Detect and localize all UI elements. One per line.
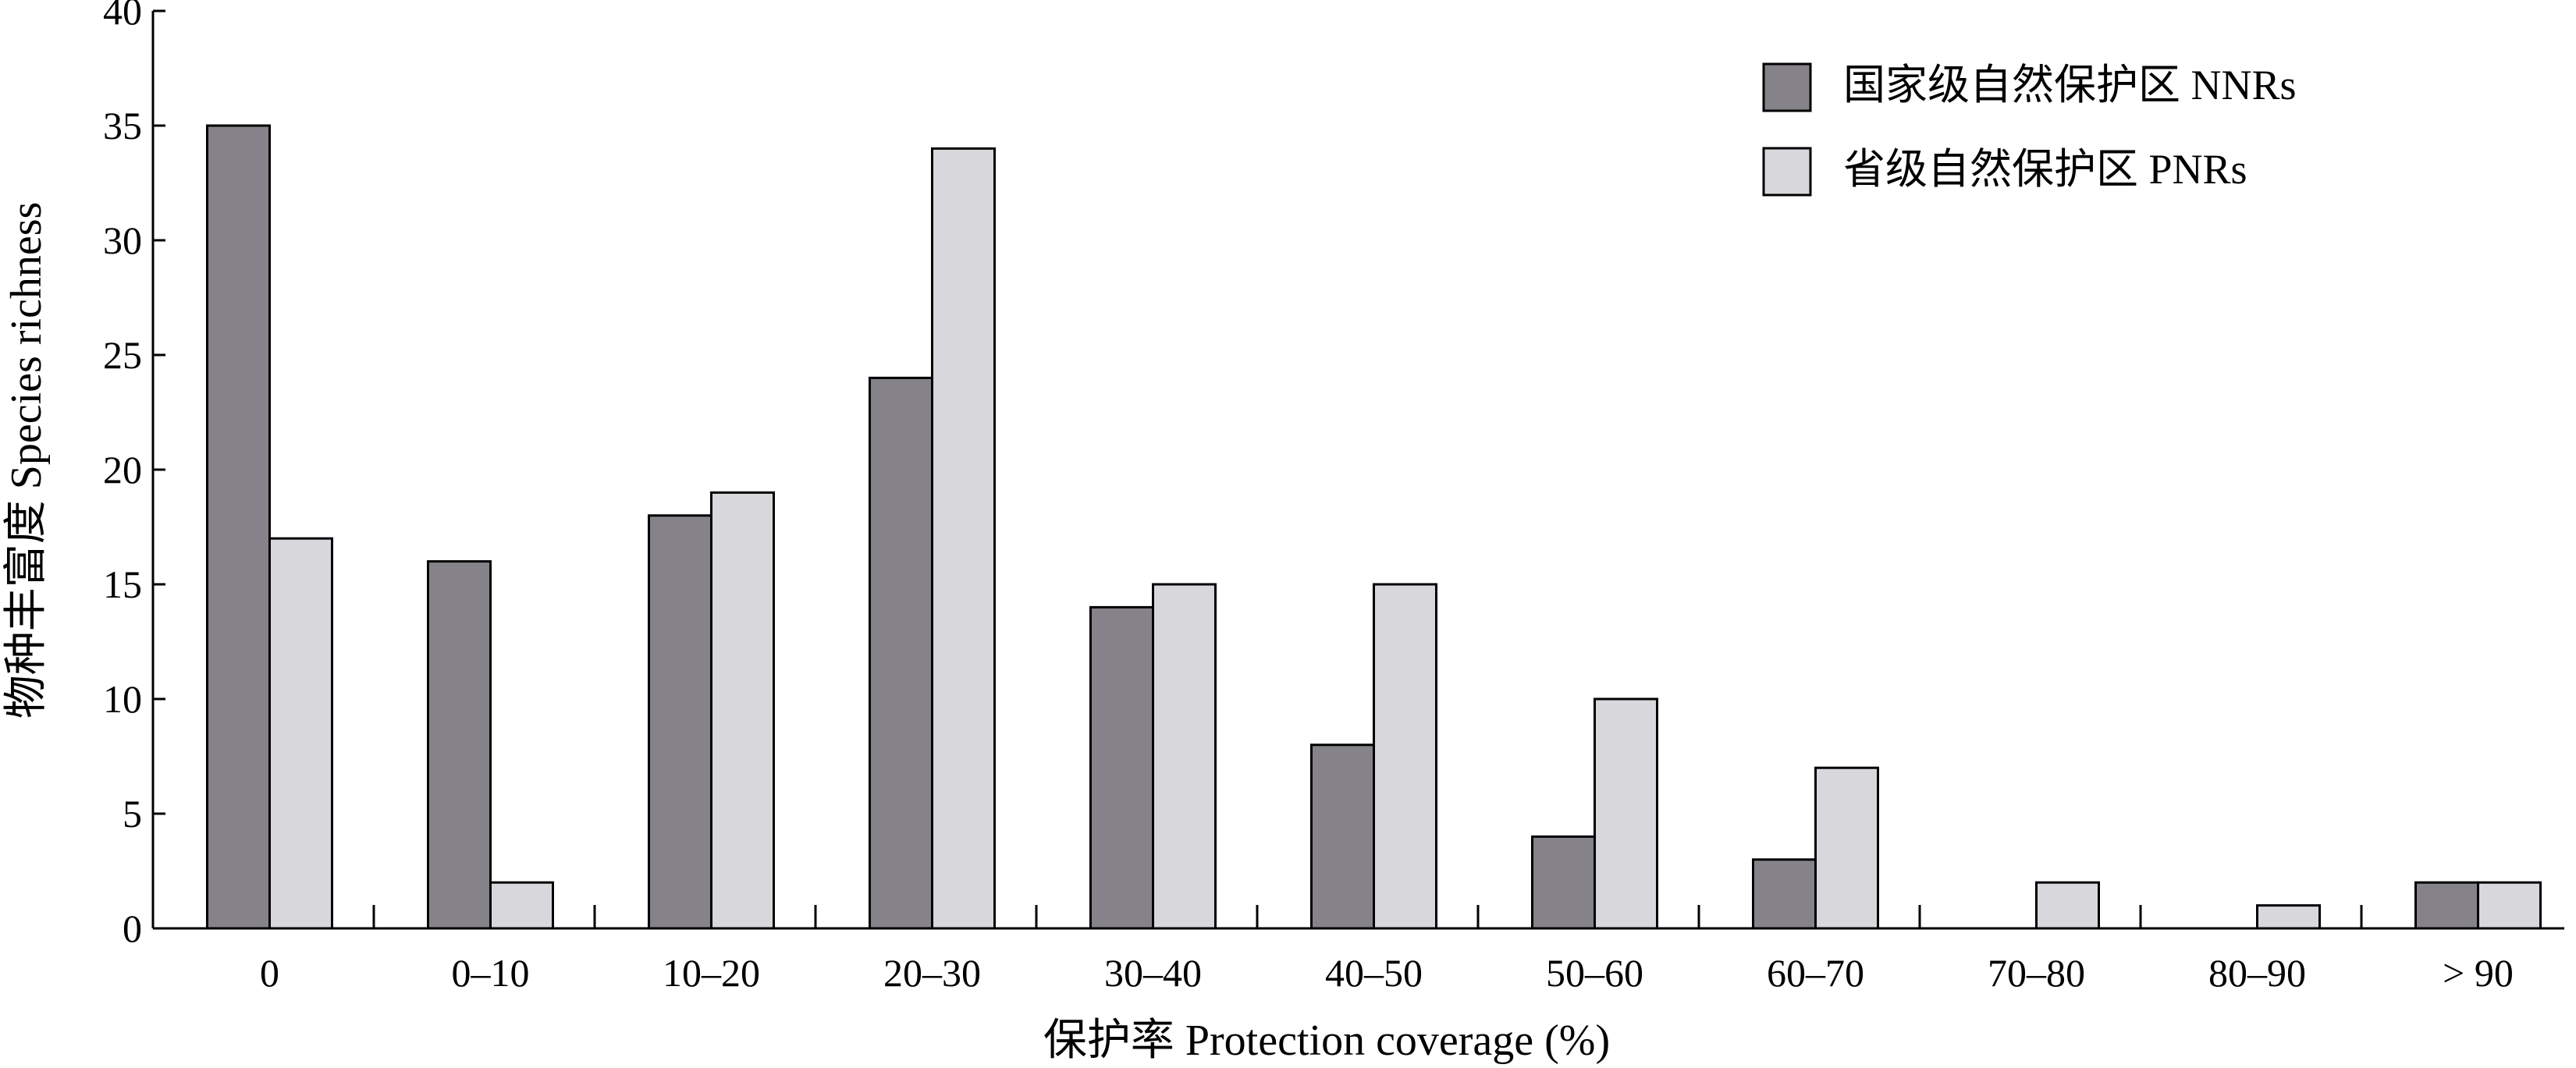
x-tick-label: 30–40 bbox=[1104, 951, 1202, 995]
bar-nnrs bbox=[1752, 858, 1817, 930]
x-tick-label: > 90 bbox=[2443, 951, 2514, 995]
tick-labels: 0 5 10 15 20 25 30 35 40 0 0–10 10–20 20–30 30–40 40–5… bbox=[103, 0, 2514, 995]
x-tick-label: 70–80 bbox=[1988, 951, 2085, 995]
bar-nnrs bbox=[869, 376, 933, 930]
x-tick-label: 50–60 bbox=[1546, 951, 1643, 995]
bar-nnrs bbox=[648, 514, 712, 930]
x-tick-label: 80–90 bbox=[2208, 951, 2306, 995]
bar-pnrs bbox=[268, 537, 333, 930]
bar-pnrs bbox=[1152, 583, 1217, 930]
bar-nnrs bbox=[1089, 605, 1154, 930]
y-tick-label: 30 bbox=[103, 218, 142, 262]
bars bbox=[206, 124, 2542, 930]
x-axis-title: 保护率 Protection coverage (%) bbox=[1043, 1017, 1610, 1065]
bar-pnrs bbox=[931, 147, 996, 930]
bar-pnrs bbox=[1814, 766, 1879, 930]
bar-pnrs bbox=[2256, 904, 2321, 930]
x-tick-label: 0 bbox=[260, 951, 279, 995]
y-tick-label: 40 bbox=[103, 0, 142, 33]
x-tick-label: 60–70 bbox=[1767, 951, 1864, 995]
legend-label-nnrs: 国家级自然保护区 NNRs bbox=[1843, 62, 2297, 108]
legend-swatch-nnrs bbox=[1762, 62, 1812, 112]
bar-pnrs bbox=[2035, 881, 2100, 930]
y-tick-label: 35 bbox=[103, 104, 142, 147]
bar-pnrs bbox=[710, 491, 775, 930]
y-tick-label: 25 bbox=[103, 333, 142, 377]
legend-swatch-pnrs bbox=[1762, 147, 1812, 197]
bar-pnrs bbox=[2477, 881, 2542, 930]
y-tick-label: 0 bbox=[123, 907, 142, 950]
y-axis-title: 物种丰富度 Species richness bbox=[2, 202, 51, 719]
y-tick-label: 15 bbox=[103, 562, 142, 606]
x-tick-label: 40–50 bbox=[1325, 951, 1423, 995]
bar-nnrs bbox=[1531, 835, 1596, 930]
bar-nnrs bbox=[1310, 743, 1375, 930]
legend-label-pnrs: 省级自然保护区 PNRs bbox=[1843, 146, 2247, 193]
bar-nnrs bbox=[427, 560, 492, 930]
x-tick-label: 20–30 bbox=[883, 951, 981, 995]
y-tick-label: 10 bbox=[103, 677, 142, 721]
y-tick-label: 5 bbox=[123, 792, 142, 836]
bar-pnrs bbox=[489, 881, 554, 930]
bar-nnrs bbox=[2414, 881, 2479, 930]
y-tick-label: 20 bbox=[103, 448, 142, 491]
x-tick-label: 10–20 bbox=[663, 951, 760, 995]
x-tick-label: 0–10 bbox=[452, 951, 530, 995]
bar-nnrs bbox=[206, 124, 271, 930]
legend: 国家级自然保护区 NNRs 省级自然保护区 PNRs bbox=[1762, 62, 2297, 197]
bar-pnrs bbox=[1373, 583, 1437, 930]
bar-pnrs bbox=[1594, 697, 1658, 930]
